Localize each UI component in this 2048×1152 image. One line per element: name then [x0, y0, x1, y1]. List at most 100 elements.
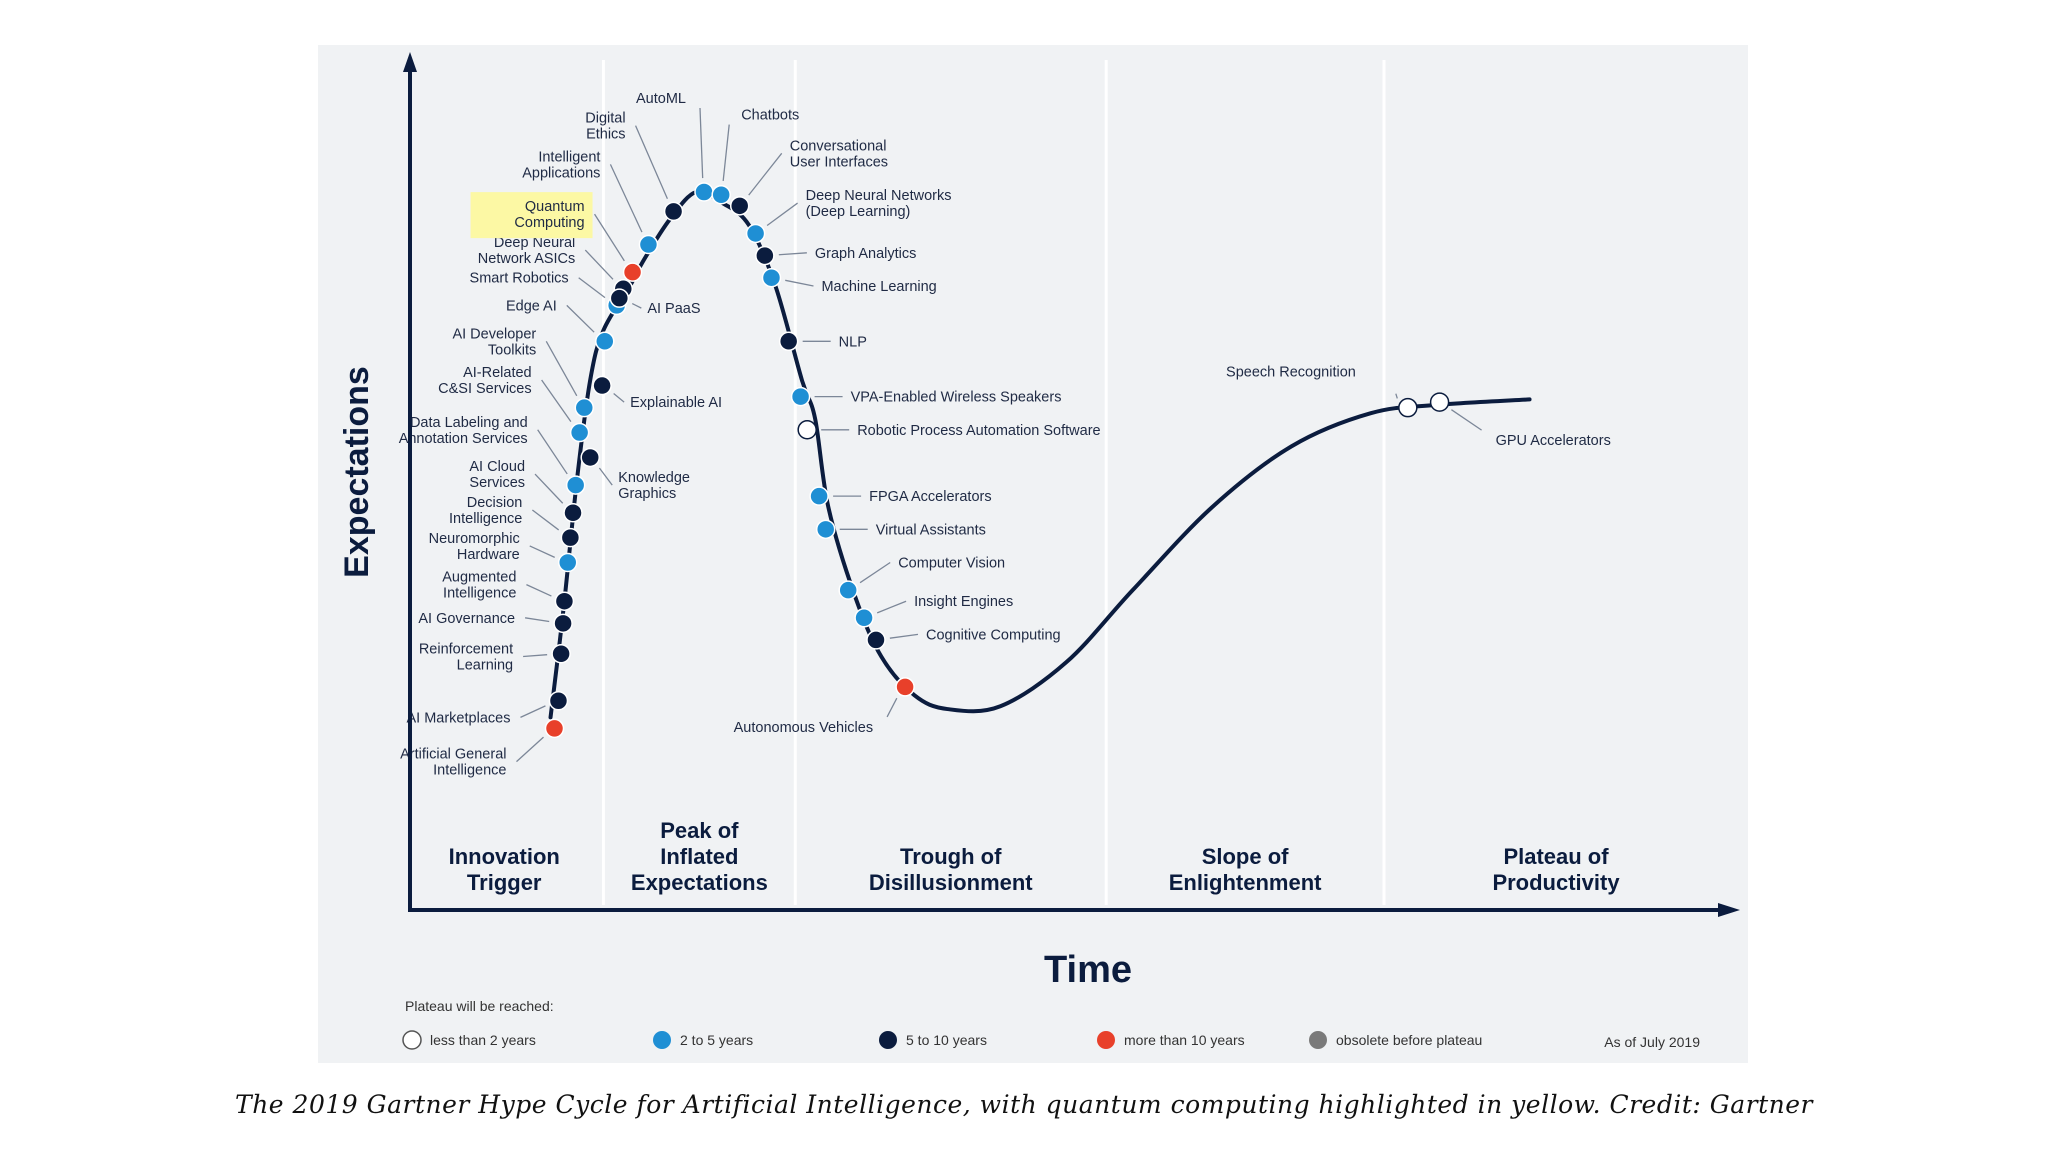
tech-label-decision-intelligence: Decision Intelligence	[449, 495, 522, 527]
tech-label-explainable-ai: Explainable AI	[630, 395, 722, 411]
leader-insight-engines	[876, 600, 907, 614]
tech-marker-intelligent-applications	[638, 234, 659, 255]
leader-autonomous-vehicles	[886, 697, 898, 718]
legend-marker-5-to-10-years	[879, 1031, 897, 1049]
legend-marker-more-than-10-years	[1097, 1031, 1115, 1049]
leader-graph-analytics	[778, 252, 807, 256]
tech-label-edge-ai: Edge AI	[506, 298, 557, 314]
tech-marker-ai-related-c-si-services	[569, 422, 590, 443]
tech-marker-vpa-enabled-wireless-speakers	[790, 386, 811, 407]
tech-label-reinforcement-learning: Reinforcement Learning	[419, 642, 513, 674]
tech-label-digital-ethics: Digital Ethics	[585, 111, 625, 143]
legend-label-more-than-10-years: more than 10 years	[1124, 1032, 1245, 1048]
tech-marker-robotic-process-automation-software	[797, 420, 817, 440]
leader-ai-developer-toolkits	[545, 340, 578, 397]
tech-marker-fpga-accelerators	[809, 486, 829, 506]
tech-label-data-labeling-and-annotation-services: Data Labeling and Annotation Services	[399, 415, 528, 447]
legend-marker-less-than-2-years	[402, 1030, 422, 1050]
tech-label-ai-marketplaces: AI Marketplaces	[406, 710, 510, 726]
technology-labels: Artificial General Intelligence AI Marketp…	[399, 91, 1611, 779]
phase-dividers	[601, 60, 1386, 905]
tech-marker-automl	[694, 182, 714, 202]
leader-reinforcement-learning	[523, 654, 548, 658]
leader-artificial-general-intelligence	[516, 736, 544, 763]
tech-label-smart-robotics: Smart Robotics	[470, 271, 569, 287]
leader-deep-neural-networks-deep-learning	[766, 202, 798, 227]
legend-label-2-to-5-years: 2 to 5 years	[680, 1032, 753, 1048]
tech-label-neuromorphic-hardware: Neuromorphic Hardware	[429, 531, 520, 563]
tech-marker-gpu-accelerators	[1429, 392, 1450, 412]
tech-label-chatbots: Chatbots	[741, 108, 799, 124]
highlight-box	[470, 192, 593, 239]
tech-label-intelligent-applications: Intelligent Applications	[522, 149, 600, 181]
tech-label-nlp: NLP	[839, 334, 867, 350]
tech-label-robotic-process-automation-software: Robotic Process Automation Software	[857, 423, 1100, 439]
phase-labels: Innovation Trigger Peak of Inflated Expectat…	[449, 818, 1621, 895]
phase-label-peak-of-inflated-expectations: Peak of Inflated Expectations	[631, 818, 768, 895]
leader-augmented-intelligence	[526, 584, 552, 597]
figure-caption: The 2019 Gartner Hype Cycle for Artifici…	[235, 1090, 1813, 1119]
tech-marker-graph-analytics	[755, 245, 775, 266]
leader-data-labeling-and-annotation-services	[537, 429, 568, 475]
legend-marker-2-to-5-years	[653, 1031, 671, 1049]
leader-ai-cloud-services	[534, 473, 564, 504]
leader-ai-marketplaces	[520, 705, 546, 718]
tech-label-virtual-assistants: Virtual Assistants	[876, 522, 986, 538]
tech-label-cognitive-computing: Cognitive Computing	[926, 627, 1061, 643]
tech-marker-decision-intelligence	[560, 527, 581, 548]
tech-marker-deep-neural-networks-deep-learning	[745, 223, 766, 244]
tech-marker-ai-marketplaces	[548, 691, 569, 711]
legend-label-less-than-2-years: less than 2 years	[430, 1032, 536, 1048]
tech-label-ai-governance: AI Governance	[418, 611, 515, 627]
technology-markers	[544, 182, 1450, 739]
y-axis-title: Expectations	[338, 366, 376, 578]
leader-knowledge-graphics	[598, 467, 613, 486]
tech-marker-virtual-assistants	[815, 519, 836, 540]
tech-marker-knowledge-graphics	[580, 447, 600, 468]
tech-marker-ai-paas	[609, 288, 630, 308]
tech-label-augmented-intelligence: Augmented Intelligence	[442, 570, 516, 602]
tech-marker-reinforcement-learning	[551, 644, 571, 664]
tech-label-machine-learning: Machine Learning	[821, 279, 936, 295]
tech-label-ai-paas: AI PaaS	[647, 301, 700, 317]
leader-ai-governance	[524, 617, 550, 623]
phase-label-plateau-of-productivity: Plateau of Productivity	[1492, 844, 1620, 895]
leader-neuromorphic-hardware	[529, 545, 555, 558]
leader-conversational-user-interfaces	[748, 152, 783, 196]
tech-marker-artificial-general-intelligence	[544, 718, 565, 739]
tech-label-gpu-accelerators: GPU Accelerators	[1496, 433, 1611, 449]
leader-speech-recognition	[1395, 393, 1398, 399]
tech-label-ai-cloud-services: AI Cloud Services	[469, 459, 525, 491]
tech-label-vpa-enabled-wireless-speakers: VPA-Enabled Wireless Speakers	[851, 390, 1062, 406]
tech-marker-digital-ethics	[663, 201, 684, 222]
phase-label-innovation-trigger: Innovation Trigger	[449, 844, 560, 895]
tech-marker-ai-cloud-services	[563, 502, 583, 523]
leader-explainable-ai	[613, 393, 625, 403]
phase-label-trough-of-disillusionment: Trough of Disillusionment	[869, 844, 1033, 895]
tech-label-knowledge-graphics: Knowledge Graphics	[618, 470, 690, 502]
leader-ai-related-c-si-services	[541, 379, 572, 422]
tech-marker-insight-engines	[854, 608, 874, 628]
tech-marker-augmented-intelligence	[554, 591, 575, 611]
as-of-label: As of July 2019	[1604, 1034, 1700, 1050]
leader-decision-intelligence	[531, 509, 560, 531]
tech-marker-neuromorphic-hardware	[557, 552, 578, 573]
leader-machine-learning	[785, 279, 814, 287]
leader-intelligent-applications	[609, 164, 643, 233]
tech-label-quantum-computing: Quantum Computing	[514, 199, 584, 231]
tech-label-insight-engines: Insight Engines	[914, 594, 1013, 610]
tech-label-deep-neural-network-asics: Deep Neural Network ASICs	[478, 235, 576, 267]
tech-label-artificial-general-intelligence: Artificial General Intelligence	[400, 747, 506, 779]
axes	[403, 52, 1740, 917]
legend: Plateau will be reached: As of July 2019…	[402, 998, 1700, 1050]
tech-marker-computer-vision	[838, 580, 858, 600]
tech-marker-conversational-user-interfaces	[729, 196, 750, 216]
tech-marker-cognitive-computing	[866, 630, 886, 650]
leader-lines	[516, 107, 1482, 763]
tech-marker-ai-governance	[553, 613, 573, 634]
leader-cognitive-computing	[889, 633, 919, 639]
leader-chatbots	[722, 124, 730, 181]
tech-label-autonomous-vehicles: Autonomous Vehicles	[734, 720, 873, 736]
tech-label-graph-analytics: Graph Analytics	[815, 246, 917, 262]
